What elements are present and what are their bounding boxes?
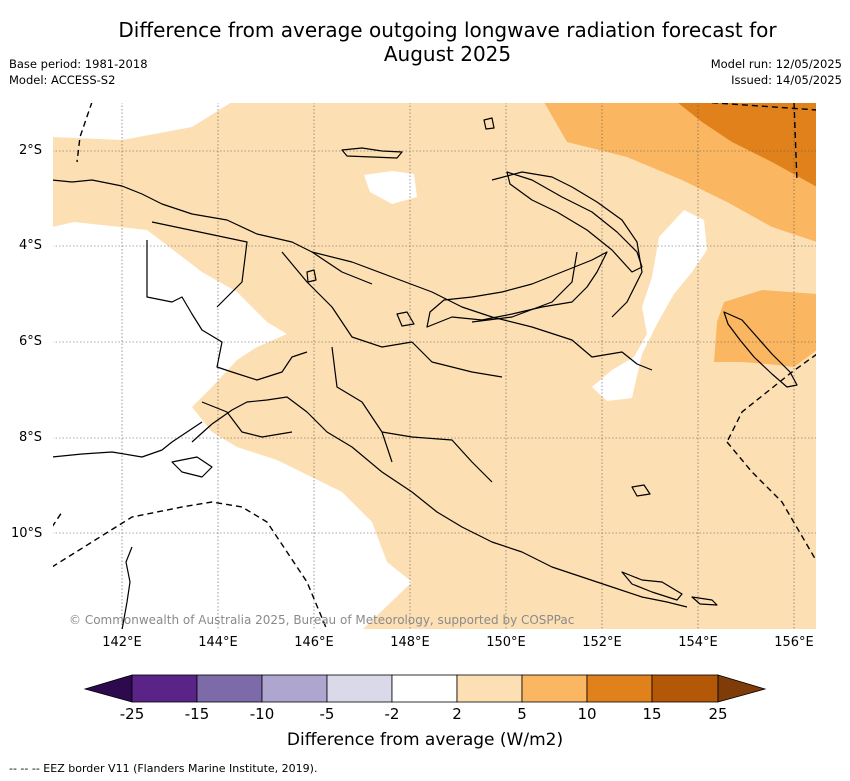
graticule [52, 102, 817, 630]
title-line-1: Difference from average outgoing longwav… [118, 18, 777, 42]
colorbar-tick: -5 [319, 705, 335, 723]
issued-date: Issued: 14/05/2025 [731, 73, 842, 87]
colorbar-bin [261, 674, 328, 703]
colorbar-bin [521, 674, 588, 703]
anomaly-zone-mid-east [714, 290, 817, 367]
colorbar-tick: 5 [517, 705, 527, 723]
neutral-zone-west [52, 222, 412, 630]
title-line-2: August 2025 [383, 42, 512, 66]
colorbar-tick: 10 [577, 705, 597, 723]
colorbar-bin [586, 674, 653, 703]
anomaly-map [52, 102, 817, 630]
anomaly-zone-dark-ne [677, 102, 817, 187]
colorbar-tick: -25 [119, 705, 145, 723]
meta-left: Base period: 1981-2018 Model: ACCESS-S2 [9, 56, 148, 88]
meta-right: Model run: 12/05/2025 Issued: 14/05/2025 [711, 56, 842, 88]
lat-label-4s: 4°S [19, 238, 43, 253]
neutral-zone-north [364, 171, 417, 204]
lon-label-146e: 146°E [294, 635, 334, 650]
colorbar [83, 674, 767, 703]
lat-label-8s: 8°S [19, 430, 43, 445]
eez-borders [52, 102, 817, 630]
model-run-date: Model run: 12/05/2025 [710, 57, 842, 71]
colorbar-tick: 15 [642, 705, 662, 723]
lon-label-150e: 150°E [486, 635, 526, 650]
coastlines [52, 117, 798, 630]
colorbar-bin [131, 674, 198, 703]
lon-label-144e: 144°E [198, 635, 238, 650]
colorbar-bin [196, 674, 263, 703]
colorbar-bin [651, 674, 719, 703]
colorbar-tick: -2 [384, 705, 400, 723]
colorbar-tick: 2 [452, 705, 462, 723]
colorbar-tick: 25 [708, 705, 728, 723]
lon-label-148e: 148°E [390, 635, 430, 650]
lon-label-154e: 154°E [678, 635, 718, 650]
colorbar-extend-low [83, 674, 133, 703]
eez-footnote: -- -- -- EEZ border V11 (Flanders Marine… [9, 762, 318, 775]
colorbar-tick: -10 [249, 705, 275, 723]
model-name: Model: ACCESS-S2 [9, 73, 116, 87]
copyright-notice: © Commonwealth of Australia 2025, Bureau… [69, 613, 575, 627]
lat-label-2s: 2°S [19, 143, 43, 158]
lat-label-10s: 10°S [11, 526, 43, 541]
neutral-zone-east [592, 210, 707, 401]
lon-label-156e: 156°E [774, 635, 814, 650]
colorbar-extend-high [717, 674, 767, 703]
base-period: Base period: 1981-2018 [9, 57, 148, 71]
map-title: Difference from average outgoing longwav… [90, 18, 805, 66]
lat-label-6s: 6°S [19, 334, 43, 349]
lon-label-142e: 142°E [102, 635, 142, 650]
lon-label-152e: 152°E [582, 635, 622, 650]
colorbar-bin [456, 674, 523, 703]
colorbar-bin [326, 674, 393, 703]
colorbar-tick: -15 [184, 705, 210, 723]
colorbar-title: Difference from average (W/m2) [286, 730, 564, 750]
colorbar-bin [391, 674, 458, 703]
